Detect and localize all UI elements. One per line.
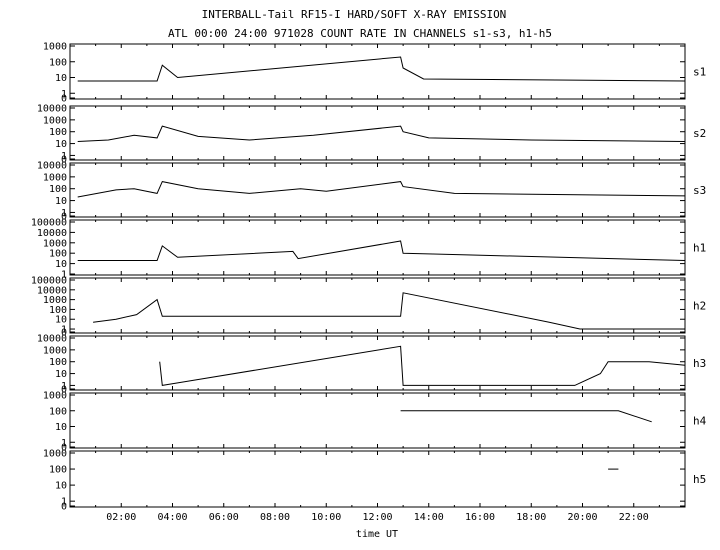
channel-label: h5 (693, 473, 706, 486)
panel-group: 10001001010s11000010001001010s2100001000… (31, 42, 707, 513)
channel-label: h1 (693, 242, 706, 255)
y-tick-label: 10000 (37, 104, 67, 115)
y-tick-label: 10000 (37, 334, 67, 345)
y-tick-label: 100 (49, 305, 67, 316)
series-s1 (77, 56, 686, 82)
channel-label: s1 (693, 66, 706, 79)
y-tick-label: 1 (61, 438, 67, 449)
y-tick-label: 1000 (43, 295, 67, 306)
y-tick-label: 100 (49, 57, 67, 68)
y-tick-label: 100 (49, 406, 67, 417)
y-tick-label: 10 (55, 139, 67, 150)
panel-frame (69, 277, 686, 334)
x-tick-label: 18:00 (516, 512, 546, 523)
y-tick-label: 100 (49, 465, 67, 476)
y-tick-label: 100 (49, 127, 67, 138)
y-tick-label: 0 (61, 94, 67, 105)
y-tick-label: 1 (61, 151, 67, 162)
x-tick-label: 16:00 (465, 512, 495, 523)
panel-frame (69, 162, 686, 218)
y-tick-label: 1 (61, 325, 67, 336)
y-tick-label: 100 (49, 184, 67, 195)
panel-frame (69, 105, 686, 161)
chart-subtitle: ATL 00:00 24:00 971028 COUNT RATE IN CHA… (168, 27, 552, 40)
y-tick-label: 0 (61, 155, 67, 166)
y-tick-label: 1000 (43, 115, 67, 126)
y-tick-label: 1 (61, 89, 67, 100)
y-tick-label: 100 (49, 249, 67, 260)
panel-h5: 1000 100 10 10 h5 (43, 449, 706, 513)
y-tick-label: 10000 (37, 228, 67, 239)
channel-label: h4 (693, 415, 707, 428)
y-tick-label: 0 (61, 328, 67, 339)
x-tick-label: 10:00 (311, 512, 341, 523)
x-axis-label: time UT (356, 529, 398, 540)
panel-h4: 1000 100 10 10 h4 (43, 391, 707, 454)
channel-label: h3 (693, 357, 706, 370)
x-tick-label: 22:00 (619, 512, 649, 523)
x-tick-label: 12:00 (362, 512, 392, 523)
panel-s1: 1000 100 10 10 s1 (43, 42, 706, 105)
y-tick-label: 1000 (43, 172, 67, 183)
y-tick-label: 10000 (37, 161, 67, 172)
chart-title: INTERBALL-Tail RF15-I HARD/SOFT X-RAY EM… (202, 8, 507, 21)
y-tick-label: 1000 (43, 345, 67, 356)
y-tick-label: 100000 (31, 276, 67, 287)
series-h2 (93, 292, 685, 330)
series-h3 (159, 345, 686, 386)
y-tick-label: 100000 (31, 218, 67, 229)
channel-label: h2 (693, 300, 706, 313)
y-tick-label: 1 (61, 381, 67, 392)
x-tick-label: 20:00 (567, 512, 597, 523)
channel-label: s2 (693, 127, 706, 140)
y-tick-label: 10 (55, 481, 67, 492)
y-tick-label: 1000 (43, 391, 67, 402)
y-tick-label: 0 (61, 443, 67, 454)
y-tick-label: 0 (61, 385, 67, 396)
panel-frame (69, 392, 686, 449)
y-tick-label: 10000 (37, 285, 67, 296)
y-tick-label: 10 (55, 196, 67, 207)
y-tick-label: 0 (61, 502, 67, 513)
series-h1 (77, 240, 686, 261)
y-tick-label: 10 (55, 315, 67, 326)
y-tick-label: 1 (61, 497, 67, 508)
x-tick-label: 04:00 (157, 512, 187, 523)
y-tick-label: 1000 (43, 449, 67, 460)
series-s3 (77, 181, 686, 198)
x-axis: 02:00 04:00 06:00 08:00 10:00 12:00 14:00 16:00… (106, 512, 649, 523)
channel-label: s3 (693, 184, 706, 197)
x-tick-label: 02:00 (106, 512, 136, 523)
series-h4 (400, 410, 652, 423)
y-tick-label: 10 (55, 422, 67, 433)
y-tick-label: 1000 (43, 238, 67, 249)
y-tick-label: 1000 (43, 42, 67, 53)
x-tick-label: 08:00 (260, 512, 290, 523)
x-tick-label: 14:00 (414, 512, 444, 523)
y-tick-label: 100 (49, 357, 67, 368)
panel-frame (69, 450, 686, 508)
y-tick-label: 10 (55, 259, 67, 270)
series-s2 (77, 125, 686, 142)
panel-frame (69, 43, 686, 100)
y-tick-label: 0 (61, 212, 67, 223)
y-tick-label: 1 (61, 208, 67, 219)
x-tick-label: 06:00 (209, 512, 239, 523)
y-tick-label: 10 (55, 73, 67, 84)
y-tick-label: 10 (55, 369, 67, 380)
y-tick-label: 1 (61, 270, 67, 281)
